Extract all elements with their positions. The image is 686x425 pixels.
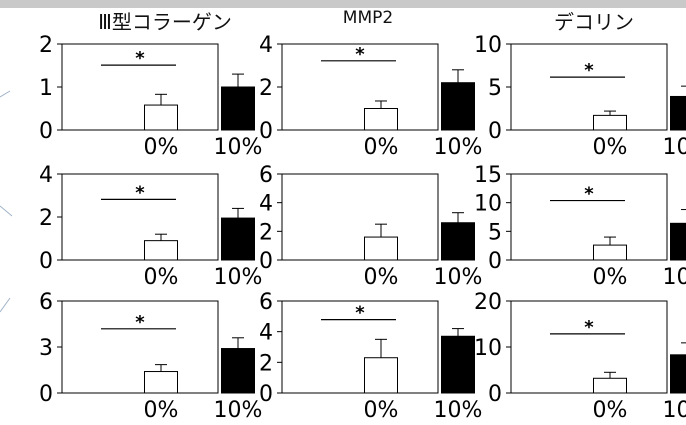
bar-r0c2-1 [670,95,686,131]
category-label-r2c0-0: 0% [144,398,179,423]
category-label-r1c1-1: 10% [434,265,483,290]
ytick-label-r1c0-0: 0 [39,249,53,274]
bar-r1c1-0 [364,236,398,261]
significance-marker-r2c1: * [355,303,365,324]
ytick-label-r2c0-1: 3 [39,336,53,361]
edge-mark-2 [0,205,13,217]
ytick-label-r0c2-1: 5 [488,76,502,101]
ytick-label-r0c0-0: 0 [39,119,53,144]
significance-marker-r2c2: * [584,317,594,338]
significance-marker-r2c0: * [135,312,145,333]
ytick-label-r2c1-0: 0 [259,382,273,407]
bar-r2c2-1 [670,354,686,394]
ytick-label-r2c2-2: 20 [474,290,502,315]
bar-r1c2-1 [670,222,686,261]
significance-marker-r0c2: * [584,60,594,81]
bar-r0c0-1 [221,86,255,131]
category-label-r2c1-0: 0% [364,398,399,423]
category-label-r0c0-0: 0% [144,135,179,160]
bar-r1c2-0 [593,244,627,261]
category-label-r2c2-0: 0% [593,398,628,423]
category-label-r0c1-0: 0% [364,135,399,160]
significance-marker-r1c2: * [584,184,594,205]
bar-r0c2-0 [593,114,627,131]
bar-r1c0-0 [144,240,178,261]
category-label-r2c0-1: 10% [214,398,263,423]
ytick-label-r1c1-1: 2 [259,220,273,245]
ytick-label-r2c1-1: 2 [259,351,273,376]
panel-frame-r2c1 [281,300,439,394]
top-border [0,0,686,8]
panel-frame-r2c2 [510,300,668,394]
ytick-label-r1c1-3: 6 [259,163,273,188]
ytick-label-r1c2-3: 15 [474,163,502,188]
column-title-collagen3: Ⅲ型コラーゲン [98,10,232,34]
panel-frame-r0c2 [510,43,668,131]
category-label-r0c2-1: 10% [663,135,686,160]
significance-marker-r0c0: * [135,48,145,69]
bar-r2c0-1 [221,348,255,394]
ytick-label-r0c1-2: 4 [259,33,273,58]
category-label-r1c0-0: 0% [144,265,179,290]
ytick-label-r1c2-1: 5 [488,220,502,245]
ytick-label-r2c1-3: 6 [259,290,273,315]
ytick-label-r2c0-2: 6 [39,290,53,315]
ytick-label-r1c0-2: 4 [39,163,53,188]
ytick-label-r0c0-2: 2 [39,33,53,58]
bar-r0c1-1 [441,82,475,131]
bar-r0c0-0 [144,104,178,131]
ytick-label-r1c2-0: 0 [488,249,502,274]
ytick-label-r1c1-2: 4 [259,192,273,217]
category-label-r0c0-1: 10% [214,135,263,160]
ytick-label-r0c2-0: 0 [488,119,502,144]
column-title-mmp2: MMP2 [342,8,394,28]
ytick-label-r2c2-0: 0 [488,382,502,407]
category-label-r2c2-1: 10% [663,398,686,423]
ytick-label-r0c0-1: 1 [39,76,53,101]
bar-r2c1-0 [364,357,398,394]
ytick-label-r0c2-2: 10 [474,33,502,58]
ytick-label-r2c2-1: 10 [474,336,502,361]
bar-r2c1-1 [441,335,475,394]
category-label-r2c1-1: 10% [434,398,483,423]
ytick-label-r0c1-0: 0 [259,119,273,144]
bar-r2c0-0 [144,371,178,394]
significance-marker-r0c1: * [355,44,365,65]
column-title-decorin: デコリン [554,10,634,34]
ytick-label-r2c1-2: 4 [259,321,273,346]
bar-r0c1-0 [364,108,398,131]
category-label-r0c2-0: 0% [593,135,628,160]
bar-r1c0-1 [221,217,255,261]
ytick-label-r1c1-0: 0 [259,249,273,274]
category-label-r1c2-1: 10% [663,265,686,290]
bar-r1c1-1 [441,222,475,261]
panel-frame-r1c1 [281,173,439,261]
category-label-r0c1-1: 10% [434,135,483,160]
panel-frame-r1c2 [510,173,668,261]
ytick-label-r2c0-0: 0 [39,382,53,407]
category-label-r1c2-0: 0% [593,265,628,290]
category-label-r1c1-0: 0% [364,265,399,290]
ytick-label-r0c1-1: 2 [259,76,273,101]
edge-mark-3 [0,297,11,313]
ytick-label-r1c2-2: 10 [474,192,502,217]
significance-marker-r1c0: * [135,182,145,203]
ytick-label-r1c0-1: 2 [39,206,53,231]
category-label-r1c0-1: 10% [214,265,263,290]
edge-mark-1 [0,90,11,98]
bar-r2c2-0 [593,377,627,394]
